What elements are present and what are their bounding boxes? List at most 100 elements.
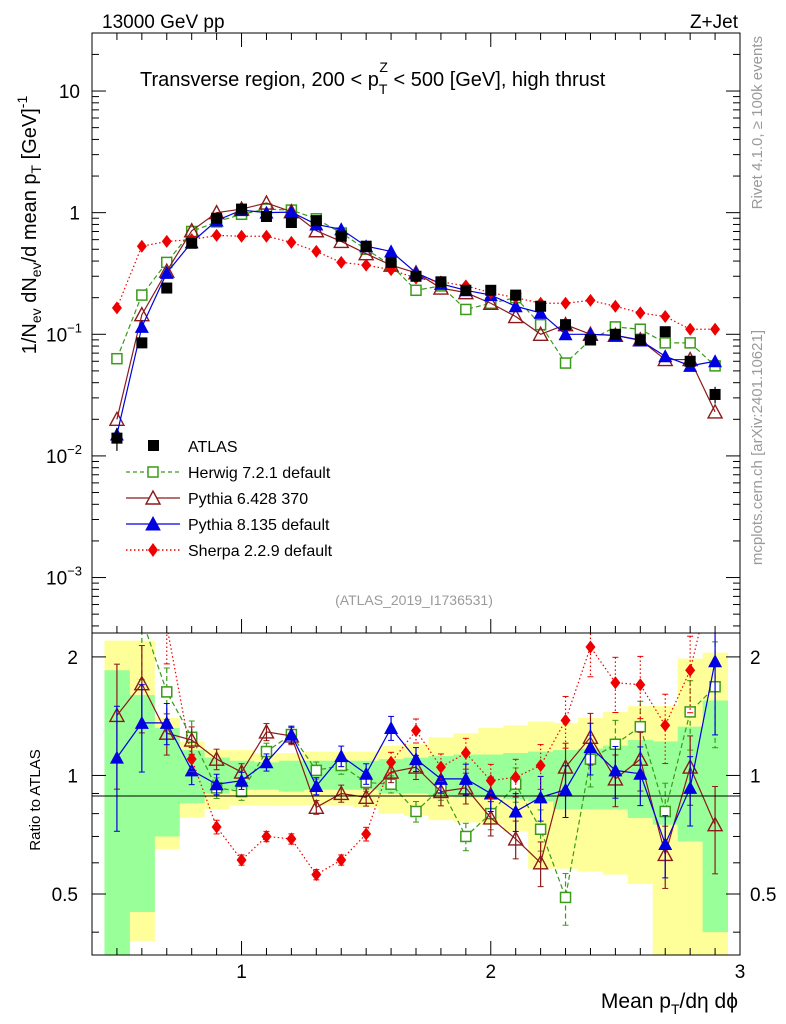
point-pythia8 xyxy=(708,354,723,368)
ratio-tick-1-right: 1 xyxy=(750,766,761,787)
ratio-point-sherpa xyxy=(585,640,596,654)
ratio-point-pythia8 xyxy=(608,763,623,777)
ratio-point-sherpa xyxy=(560,713,571,727)
header-left: 13000 GeV pp xyxy=(102,12,225,33)
ratio-point-pythia8 xyxy=(458,771,473,785)
ratio-tick-0.5-left: 0.5 xyxy=(52,885,78,906)
ratio-point-sherpa xyxy=(386,755,397,769)
x-axis-label: Mean pT/dη dϕ xyxy=(601,990,738,1017)
point-atlas xyxy=(634,334,646,346)
ratio-point-herwig xyxy=(161,686,173,698)
legend-label-pythia6: Pythia 6.428 370 xyxy=(188,491,308,508)
ratio-point-sherpa xyxy=(660,718,671,732)
point-atlas xyxy=(136,337,148,349)
point-herwig xyxy=(684,337,696,349)
point-sherpa xyxy=(261,229,272,243)
legend-label-atlas: ATLAS xyxy=(188,439,238,456)
point-sherpa xyxy=(311,244,322,258)
point-pythia8 xyxy=(558,327,573,341)
series-line-pythia6 xyxy=(116,202,716,420)
point-atlas xyxy=(560,319,572,331)
point-sherpa xyxy=(336,255,347,269)
ratio-tick-2-right: 2 xyxy=(750,648,761,669)
point-pythia8 xyxy=(533,305,548,319)
legend-item-pythia6: Pythia 6.428 370 xyxy=(126,489,308,508)
point-atlas xyxy=(260,210,272,222)
point-pythia6 xyxy=(482,294,499,310)
point-atlas xyxy=(684,355,696,367)
legend-item-pythia8: Pythia 8.135 default xyxy=(126,515,330,534)
ratio-tick-2-left: 2 xyxy=(67,648,78,669)
ratio-point-sherpa xyxy=(236,853,247,867)
series-pythia8 xyxy=(109,203,723,441)
y-tick-label-1e-3: 10−3 xyxy=(46,564,82,590)
legend-item-atlas: ATLAS xyxy=(148,439,238,456)
ratio-point-pythia8 xyxy=(633,766,648,780)
point-atlas xyxy=(410,270,422,282)
point-herwig xyxy=(136,289,148,301)
point-pythia6 xyxy=(706,403,724,419)
point-pythia6 xyxy=(507,308,524,324)
ratio-point-pythia8 xyxy=(533,790,548,804)
ratio-point-sherpa xyxy=(485,774,496,788)
legend-marker-sherpa xyxy=(148,543,158,557)
ratio-point-pythia6 xyxy=(357,788,375,805)
ratio-point-pythia8 xyxy=(284,727,299,741)
ratio-point-pythia6 xyxy=(407,758,425,774)
legend-marker-pythia6 xyxy=(144,489,162,505)
point-sherpa xyxy=(161,234,172,248)
point-sherpa xyxy=(236,229,247,243)
ratio-point-pythia6 xyxy=(432,783,450,799)
point-herwig xyxy=(111,352,123,365)
ratio-point-sherpa xyxy=(435,760,446,774)
point-sherpa xyxy=(585,293,596,307)
ratio-point-herwig xyxy=(310,764,323,777)
ratio-point-herwig xyxy=(112,513,122,523)
ratio-point-pythia8 xyxy=(109,750,124,764)
legend-marker-herwig xyxy=(147,466,159,478)
point-pythia8 xyxy=(508,299,523,313)
legend: ATLAS Herwig 7.2.1 default Pythia 6.428 … xyxy=(126,439,333,560)
point-atlas xyxy=(609,328,621,340)
ratio-point-pythia8 xyxy=(184,763,199,777)
ratio-point-pythia8 xyxy=(409,752,423,766)
ratio-point-pythia6 xyxy=(258,723,275,739)
ratio-point-pythia8 xyxy=(309,779,324,793)
y-tick-label-1e-1: 10−1 xyxy=(46,320,82,346)
point-sherpa xyxy=(560,296,571,310)
ratio-point-pythia6 xyxy=(333,784,350,801)
ratio-point-sherpa xyxy=(610,676,621,690)
point-pythia6 xyxy=(133,306,151,322)
ratio-point-pythia8 xyxy=(334,749,349,763)
ratio-point-sherpa xyxy=(411,724,421,738)
y-tick-label-10: 10 xyxy=(59,82,80,103)
x-tick-labels: 1 2 3 xyxy=(236,962,745,983)
ratio-point-pythia6 xyxy=(308,798,325,815)
series-atlas xyxy=(111,203,721,451)
point-sherpa xyxy=(136,239,147,253)
ratio-point-pythia8 xyxy=(384,720,399,734)
series-line-pythia8 xyxy=(116,209,716,435)
ratio-point-pythia8 xyxy=(359,766,374,780)
ratio-tick-0.5-right: 0.5 xyxy=(750,885,776,906)
ratio-point-herwig xyxy=(659,805,671,818)
point-atlas xyxy=(211,212,223,224)
ratio-point-pythia8 xyxy=(134,715,149,729)
ratio-y-tick-labels: 0.5 1 2 0.5 1 2 xyxy=(52,648,777,906)
point-pythia8 xyxy=(284,205,299,219)
ratio-point-herwig xyxy=(410,805,422,818)
ratio-point-sherpa xyxy=(336,853,347,867)
ratio-point-sherpa xyxy=(685,663,696,677)
ratio-y-axis-label: Ratio to ATLAS xyxy=(27,749,44,850)
ratio-point-herwig xyxy=(137,614,147,624)
ratio-point-herwig xyxy=(684,706,696,718)
ratio-point-pythia8 xyxy=(159,715,174,729)
x-tick-label-1: 1 xyxy=(236,962,247,983)
x-tick-label-2: 2 xyxy=(485,962,496,983)
ratio-point-pythia8 xyxy=(234,773,249,787)
ratio-point-sherpa xyxy=(535,758,546,772)
point-sherpa xyxy=(610,299,621,313)
point-herwig xyxy=(534,318,547,331)
ratio-point-sherpa xyxy=(211,820,222,834)
